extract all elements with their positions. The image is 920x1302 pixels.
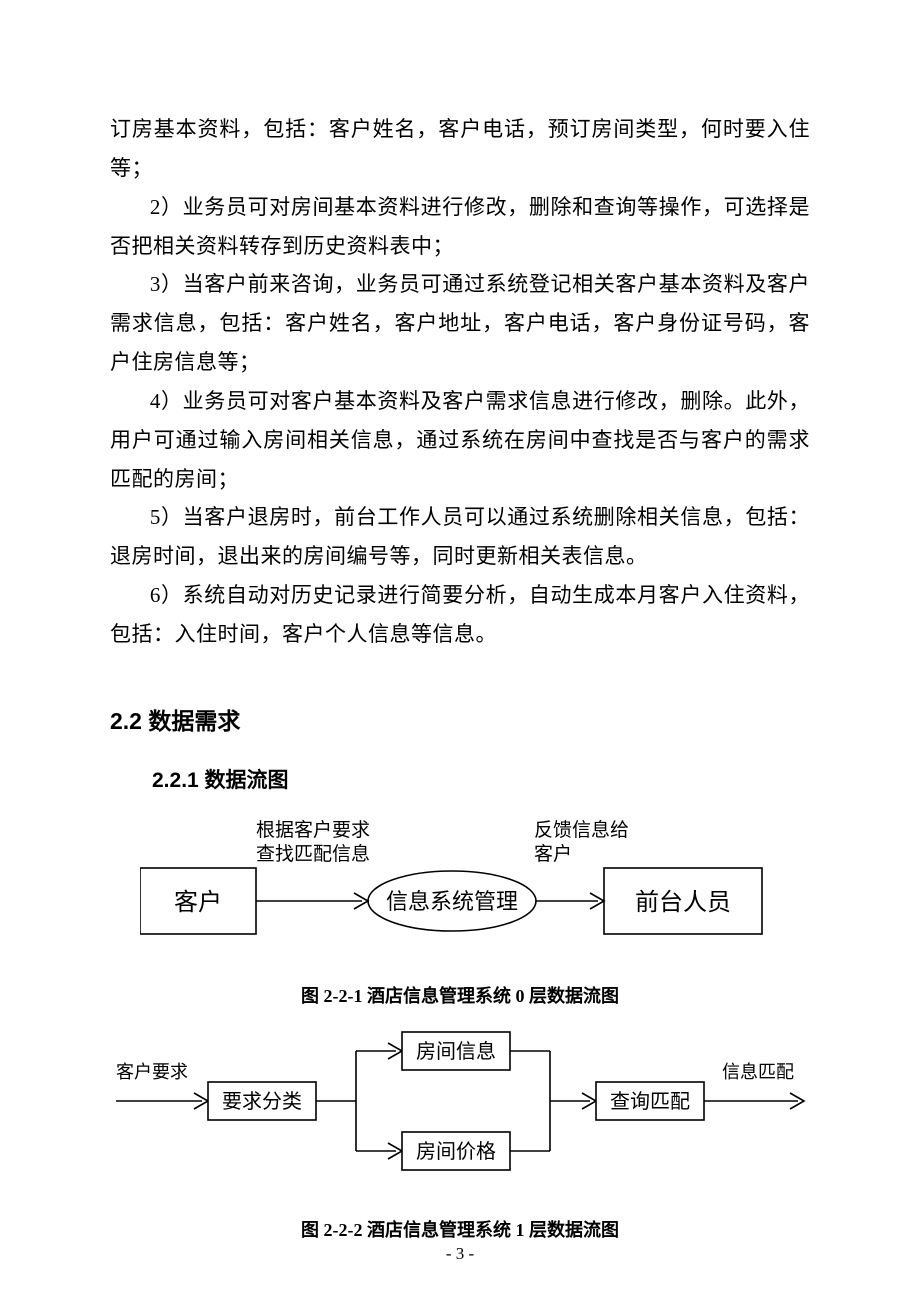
edge1-label-line2: 查找匹配信息 (256, 843, 370, 865)
para-6: 6）系统自动对历史记录进行简要分析，自动生成本月客户入住资料，包括：入住时间，客… (110, 576, 810, 654)
edge-merge (510, 1051, 590, 1151)
caption-fig-2-2-1: 图 2-2-1 酒店信息管理系统 0 层数据流图 (110, 982, 810, 1008)
caption-fig-2-2-2: 图 2-2-2 酒店信息管理系统 1 层数据流图 (110, 1216, 810, 1242)
node-match-label: 查询匹配 (610, 1090, 690, 1113)
input-label: 客户要求 (116, 1062, 188, 1082)
edge2-label-line2: 客户 (534, 843, 572, 865)
edge1-label-line1: 根据客户要求 (256, 819, 370, 841)
para-1: 订房基本资料，包括：客户姓名，客户电话，预订房间类型，何时要入住等； (110, 110, 810, 188)
para-4: 4）业务员可对客户基本资料及客户需求信息进行修改，删除。此外，用户可通过输入房间… (110, 382, 810, 499)
node-classify-label: 要求分类 (222, 1090, 302, 1113)
node-roominfo-label: 房间信息 (416, 1040, 496, 1063)
edge-classify-split (316, 1051, 396, 1151)
page-number: - 3 - (0, 1244, 920, 1264)
para-2: 2）业务员可对房间基本资料进行修改，删除和查询等操作，可选择是否把相关资料转存到… (110, 188, 810, 266)
para-3: 3）当客户前来咨询，业务员可通过系统登记相关客户基本资料及客户需求信息，包括：客… (110, 265, 810, 382)
heading-subsection-2-2-1: 2.2.1 数据流图 (152, 764, 810, 794)
node-price-label: 房间价格 (416, 1140, 496, 1163)
node-customer-label: 客户 (174, 889, 222, 916)
diagram-dfd-level-1: 客户要求 要求分类 房间信息 房间价格 查询匹配 信息匹配 (110, 1026, 810, 1176)
output-label: 信息匹配 (722, 1062, 794, 1082)
heading-section-2-2: 2.2 数据需求 (110, 702, 810, 736)
diagram-dfd-level-0: 客户 信息系统管理 前台人员 根据客户要求 查找匹配信息 反馈信息给 客户 (140, 814, 780, 954)
edge2-label-line1: 反馈信息给 (534, 819, 629, 841)
para-5: 5）当客户退房时，前台工作人员可以通过系统删除相关信息，包括：退房时间，退出来的… (110, 498, 810, 576)
node-staff-label: 前台人员 (635, 889, 731, 916)
node-system-label: 信息系统管理 (386, 889, 518, 914)
